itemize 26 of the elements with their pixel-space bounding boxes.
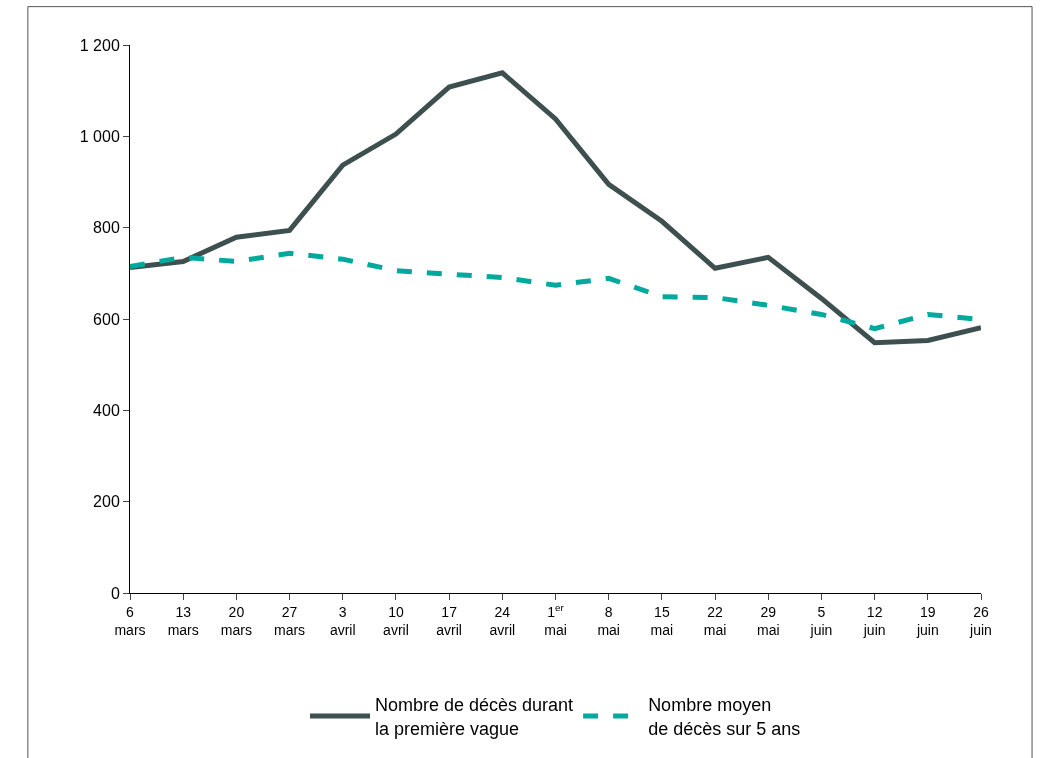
y-tick-label: 1 000	[79, 127, 120, 145]
x-tick-label: 19 juin	[915, 603, 939, 638]
y-tick-label: 600	[93, 310, 120, 328]
x-tick-label: 15 mai	[650, 603, 674, 638]
x-tick-label: 5 juin	[809, 603, 833, 638]
x-tick-label: 1$^{er}$ mai	[544, 601, 567, 638]
x-tick-label: 26 juin	[969, 603, 992, 638]
x-tick-label: 20 mars	[220, 603, 252, 638]
x-tick-label: 12 juin	[862, 603, 886, 638]
x-tick-label: 13 mars	[167, 603, 199, 638]
y-tick-label: 0	[110, 584, 120, 602]
x-tick-label: 6 mars	[114, 603, 146, 638]
x-tick-label: 27 mars	[274, 603, 306, 638]
legend-label: Nombre de décès durant la première vague	[375, 695, 574, 739]
x-tick-label: 24 avril	[489, 603, 516, 638]
x-tick-label: 10 avril	[383, 603, 409, 638]
x-tick-label: 8 mai	[597, 603, 620, 638]
y-tick-label: 1 200	[79, 36, 120, 54]
y-tick-label: 400	[93, 401, 120, 419]
y-tick-label: 800	[93, 219, 120, 237]
x-tick-label: 17 avril	[436, 603, 462, 638]
x-tick-label: 29 mai	[756, 603, 780, 638]
x-tick-label: 22 mai	[703, 603, 727, 638]
legend-label: Nombre moyen de décès sur 5 ans	[648, 695, 801, 739]
x-tick-label: 3 avril	[329, 603, 356, 638]
y-tick-label: 200	[93, 493, 120, 511]
